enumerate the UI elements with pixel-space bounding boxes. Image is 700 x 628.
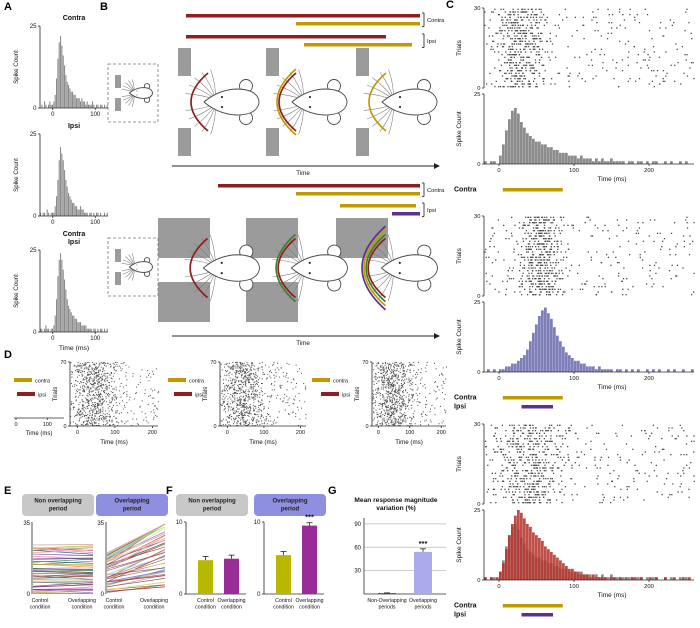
svg-text:25: 25 [30,132,37,138]
svg-text:Trials: Trials [456,455,463,471]
svg-text:0: 0 [477,86,480,92]
svg-text:Ipsi: Ipsi [454,404,466,411]
svg-text:25: 25 [474,508,480,514]
svg-text:100: 100 [90,220,101,226]
svg-text:100: 100 [43,422,52,428]
svg-text:Time (ms): Time (ms) [26,431,53,437]
svg-text:25: 25 [474,300,480,306]
svg-text:ipsi: ipsi [342,393,350,399]
svg-text:100: 100 [259,430,268,436]
panel-b-stimulation-schematic: Contra Ipsi Contra Ipsi Time Time [107,12,445,347]
svg-text:Contra: Contra [454,187,477,194]
svg-text:0: 0 [477,162,480,168]
svg-text:Contra: Contra [427,188,445,194]
svg-text:0: 0 [76,430,79,436]
svg-text:200: 200 [296,430,305,436]
panel-f-bar-charts: Non overlappingperiod010Controlcondition… [176,494,326,611]
svg-text:100: 100 [110,430,119,436]
svg-text:0: 0 [497,168,500,174]
svg-text:0: 0 [477,294,480,300]
svg-text:70: 70 [60,360,66,366]
svg-text:Ipsi: Ipsi [427,208,436,214]
svg-text:contra: contra [189,379,204,385]
svg-text:Contra: Contra [454,603,477,610]
svg-text:Time (ms): Time (ms) [597,384,626,391]
panel-label-a: A [4,1,12,13]
panel-label-d: D [4,349,12,361]
svg-text:200: 200 [644,168,654,174]
svg-text:Spike Count: Spike Count [456,527,463,563]
svg-text:Spike Count: Spike Count [13,158,20,192]
svg-text:Spike Count: Spike Count [13,50,20,84]
svg-text:0: 0 [33,106,37,112]
svg-text:0: 0 [477,502,480,508]
panel-label-c: C [446,0,454,11]
svg-text:Ipsi: Ipsi [68,239,80,246]
svg-text:0: 0 [51,220,55,226]
svg-text:Trials: Trials [203,387,209,401]
svg-text:25: 25 [30,248,37,254]
svg-text:100: 100 [569,376,579,382]
svg-text:0: 0 [477,578,480,584]
svg-text:Trials: Trials [456,247,463,263]
svg-text:25: 25 [474,92,480,98]
panel-label-f: F [166,485,173,497]
svg-text:Trials: Trials [53,387,59,401]
svg-text:Time (ms): Time (ms) [597,176,626,183]
svg-text:Time (ms): Time (ms) [597,592,626,599]
svg-text:Time: Time [296,340,310,347]
svg-text:30: 30 [474,214,480,220]
svg-text:0: 0 [14,422,17,428]
svg-text:0: 0 [63,424,66,430]
panel-d-raster-plots: contra ipsi 0 100 Time (ms) 0 70 Trials 0 100 200 T… [14,360,447,446]
panel-label-g: G [328,485,337,497]
svg-text:Time (ms): Time (ms) [100,439,128,446]
svg-text:0: 0 [33,330,37,336]
svg-text:Time: Time [296,170,310,177]
svg-text:Time (ms): Time (ms) [59,345,89,352]
svg-text:Contra: Contra [454,395,477,402]
svg-text:Trials: Trials [456,39,463,55]
svg-text:30: 30 [474,6,480,12]
svg-text:30: 30 [474,422,480,428]
svg-text:200: 200 [644,376,654,382]
svg-text:Ipsi: Ipsi [68,123,80,130]
svg-text:0: 0 [51,336,55,342]
svg-text:0: 0 [213,424,216,430]
svg-text:Contra: Contra [63,231,86,238]
panel-a-spike-histograms: Contra 0 25 0 100 Spike Count Ipsi 0 25 0 100 Spike… [13,15,108,352]
panel-label-e: E [4,485,12,497]
svg-text:Spike Count: Spike Count [13,274,20,308]
svg-text:Spike Count: Spike Count [456,111,463,147]
svg-text:100: 100 [569,584,579,590]
svg-text:ipsi: ipsi [38,393,46,399]
panel-e-paired-line-plots: Non overlappingperiod350Controlcondition… [22,494,168,611]
svg-text:Ipsi: Ipsi [454,612,466,619]
svg-text:ipsi: ipsi [195,393,203,399]
svg-text:contra: contra [35,379,50,385]
svg-text:200: 200 [644,584,654,590]
svg-text:0: 0 [33,214,37,220]
svg-text:contra: contra [333,379,348,385]
panel-label-b: B [100,1,108,13]
svg-text:100: 100 [90,112,101,118]
svg-text:25: 25 [30,24,37,30]
svg-text:100: 100 [90,336,101,342]
svg-text:Time (ms): Time (ms) [249,439,277,446]
svg-text:0: 0 [497,376,500,382]
svg-text:70: 70 [210,360,216,366]
svg-text:Contra: Contra [63,15,86,22]
svg-text:0: 0 [226,430,229,436]
svg-text:Contra: Contra [427,18,445,24]
svg-text:100: 100 [569,168,579,174]
svg-text:200: 200 [148,430,157,436]
svg-text:0: 0 [51,112,55,118]
svg-text:Spike Count: Spike Count [456,319,463,355]
svg-text:0: 0 [477,370,480,376]
svg-text:Ipsi: Ipsi [427,39,436,45]
svg-text:0: 0 [497,584,500,590]
